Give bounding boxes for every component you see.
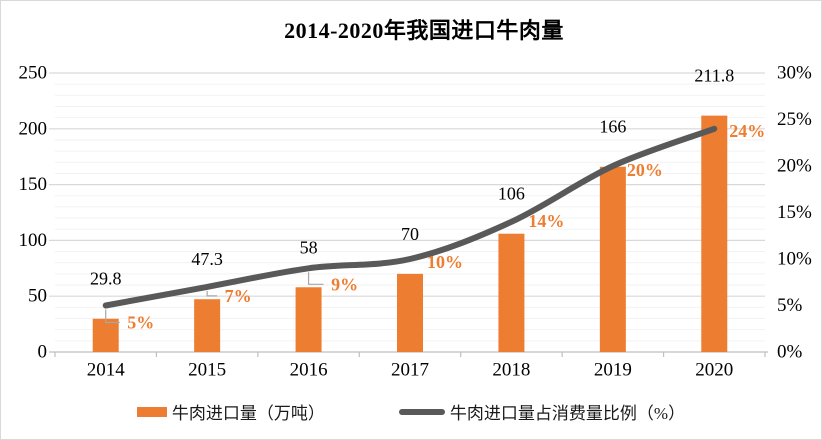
legend-item-imports: 牛肉进口量（万吨）: [136, 399, 325, 424]
left-axis-tick-label: 150: [19, 174, 48, 195]
bar-2016: [295, 287, 322, 352]
pct-value-label: 7%: [225, 286, 252, 306]
legend-label-imports: 牛肉进口量（万吨）: [171, 404, 325, 423]
bar-2014: [92, 318, 119, 352]
pct-value-label: 24%: [729, 121, 765, 141]
x-category-label: 2017: [391, 360, 429, 381]
right-axis-tick-label: 30%: [777, 63, 812, 84]
right-axis-tick-label: 25%: [777, 109, 812, 130]
left-axis-tick-label: 0: [38, 342, 48, 363]
chart-title: 2014-2020年我国进口牛肉量: [284, 18, 564, 43]
bar-value-label: 211.8: [694, 66, 734, 86]
left-axis-tick-label: 50: [28, 286, 47, 307]
pct-value-label: 5%: [127, 313, 154, 333]
legend-bar-swatch-icon: [136, 406, 167, 417]
right-axis-tick-label: 10%: [777, 249, 812, 270]
left-axis-tick-label: 100: [19, 230, 48, 251]
left-axis-tick-label: 250: [19, 63, 48, 84]
bar-value-label: 106: [498, 184, 525, 204]
legend-line-swatch-icon: [398, 408, 445, 415]
left-axis-tick-label: 200: [19, 118, 48, 139]
pct-value-label: 9%: [331, 274, 358, 294]
pct-label-leader-line: [307, 272, 324, 285]
x-category-label: 2015: [188, 360, 226, 381]
right-axis-tick-label: 0%: [777, 342, 803, 363]
legend-label-ratio: 牛肉进口量占消费量比例（%）: [449, 404, 686, 423]
x-category-label: 2016: [290, 360, 328, 381]
x-category-label: 2018: [492, 360, 530, 381]
bar-value-label: 29.8: [90, 269, 122, 289]
x-category-label: 2019: [594, 360, 632, 381]
pct-label-leader-line: [206, 290, 218, 297]
bar-2018: [498, 233, 525, 352]
right-axis-tick-label: 20%: [777, 156, 812, 177]
pct-value-label: 10%: [427, 252, 463, 272]
right-axis-tick-label: 15%: [777, 202, 812, 223]
bar-value-label: 58: [300, 237, 318, 257]
bar-2015: [194, 299, 221, 352]
right-axis-tick-label: 5%: [777, 295, 803, 316]
bar-2020: [701, 115, 728, 353]
legend: 牛肉进口量（万吨） 牛肉进口量占消费量比例（%）: [1, 399, 821, 424]
bar-value-label: 166: [599, 117, 626, 137]
bar-value-label: 70: [401, 224, 419, 244]
bar-value-label: 47.3: [191, 249, 223, 269]
x-category-label: 2020: [695, 360, 733, 381]
bar-2017: [397, 273, 423, 352]
bar-2019: [599, 166, 626, 352]
pct-label-leader-line: [105, 309, 120, 324]
pct-value-label: 20%: [627, 160, 663, 180]
legend-item-ratio: 牛肉进口量占消费量比例（%）: [398, 399, 686, 424]
x-category-label: 2014: [87, 360, 126, 381]
pct-value-label: 14%: [528, 211, 564, 231]
ratio-line-series: [102, 125, 718, 309]
